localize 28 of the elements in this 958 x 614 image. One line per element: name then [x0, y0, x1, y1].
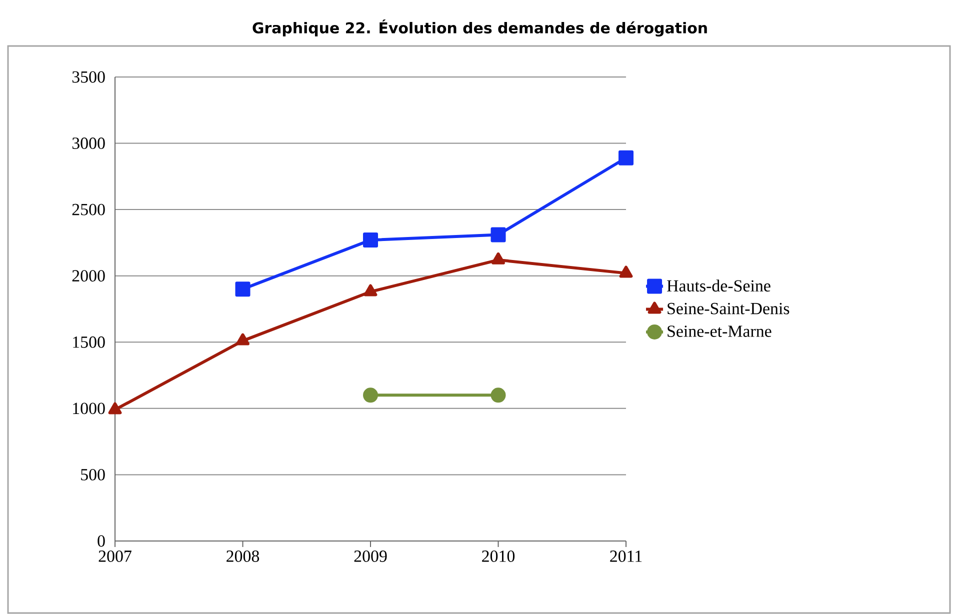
y-tick-label: 1500 — [73, 336, 105, 348]
point — [235, 282, 250, 297]
x-tick-label: 2007 — [98, 550, 132, 562]
x-tick-label: 2008 — [226, 550, 260, 562]
chart-title: Graphique 22. Évolution des demandes de dérogation — [252, 19, 707, 37]
x-tick-label: 2010 — [482, 550, 515, 562]
point — [490, 227, 506, 242]
point — [108, 402, 122, 414]
y-tick-label: 0 — [98, 535, 105, 547]
y-tick-label: 2000 — [72, 270, 105, 282]
point — [619, 266, 633, 278]
point — [490, 388, 506, 403]
y-tick-label: 2500 — [72, 204, 105, 216]
legend-label: Hauts-de-Seine — [667, 280, 770, 292]
point — [492, 252, 505, 264]
point — [618, 150, 634, 166]
point — [236, 333, 250, 346]
y-tick-label: 3500 — [72, 71, 105, 83]
legend-label: Seine-et-Marne — [668, 326, 772, 337]
x-tick-label: 2009 — [354, 550, 387, 562]
y-tick-label: 3000 — [72, 138, 105, 149]
x-tick-label: 2011 — [610, 550, 642, 562]
point — [363, 388, 378, 403]
point — [363, 232, 378, 248]
point — [364, 284, 378, 296]
y-tick-label: 1000 — [73, 402, 105, 414]
y-tick-label: 500 — [81, 468, 105, 480]
legend-label: Seine-Saint-Denis — [668, 302, 790, 314]
